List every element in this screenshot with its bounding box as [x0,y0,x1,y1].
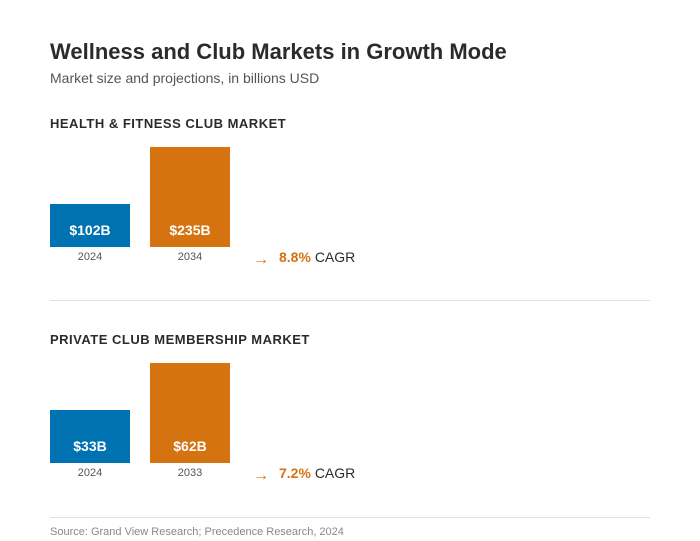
cagr-value: 7.2% [279,465,311,481]
chart-title: Wellness and Club Markets in Growth Mode [50,39,507,64]
year-label: 2024 [77,467,103,479]
arrow-right-icon: → [253,251,269,268]
bar-value-label: $33B [73,438,107,454]
chart-subtitle: Market size and projections, in billions… [50,70,320,86]
cagr-suffix: CAGR [314,465,356,481]
section-title: HEALTH & FITNESS CLUB MARKET [50,116,287,131]
cagr-value: 8.8% [279,249,311,265]
arrow-right-icon: → [253,467,269,484]
bar-projected: $235B [150,147,230,247]
section-private-club: PRIVATE CLUB MEMBERSHIP MARKET $33B $62B… [50,332,650,484]
cagr-indicator: → 7.2% CAGR [253,465,356,484]
bar-value-label: $102B [69,222,111,238]
footer-divider [50,517,650,518]
bar-current: $33B [50,410,130,463]
section-title: PRIVATE CLUB MEMBERSHIP MARKET [50,332,310,347]
bar-current: $102B [50,204,130,247]
source-note: Source: Grand View Research; Precedence … [50,526,344,538]
bar-value-label: $62B [173,438,207,454]
year-label: 2033 [177,467,203,479]
bar-value-label: $235B [169,222,211,238]
section-health-fitness: HEALTH & FITNESS CLUB MARKET $102B $235B… [50,116,650,268]
cagr-indicator: → 8.8% CAGR [253,249,356,268]
cagr-suffix: CAGR [314,249,356,265]
year-label: 2024 [77,251,103,263]
section-divider [50,300,650,301]
year-label: 2034 [177,251,203,263]
bar-projected: $62B [150,363,230,463]
